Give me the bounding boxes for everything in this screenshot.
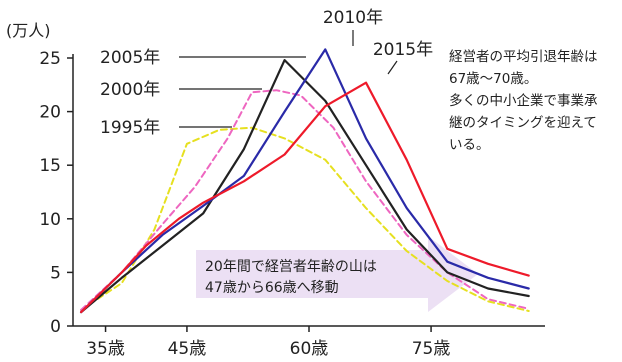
- x-tick-label: 45歳: [168, 339, 207, 359]
- series-layer: [80, 48, 530, 314]
- y-tick-label: 0: [50, 317, 61, 337]
- axes-layer: 0 5 10 15 20 25 35歳 45歳 60歳 75歳 (万人): [6, 21, 545, 359]
- annotation-arrow-text: 47歳から66歳へ移動: [205, 280, 339, 296]
- x-tick-label: 75歳: [412, 339, 451, 359]
- series-label-leader: [387, 60, 398, 75]
- annotation-note-line: 多くの中小企業で事業承: [449, 92, 598, 109]
- annotation-note-line: 経営者の平均引退年齢は: [449, 49, 598, 65]
- series-line-2010年: [80, 48, 530, 314]
- annotation-note-line: いる。: [449, 137, 490, 153]
- label-layer: 2005年 2000年 1995年 2010年 2015年 経営者の平均引退年齢は 67歳～…: [100, 8, 598, 153]
- series-label: 1995年: [100, 118, 160, 138]
- annotation-arrow-shape: [196, 236, 478, 312]
- annotation-note-line: 継のタイミングを迎えて: [449, 115, 597, 131]
- arrow-annotation-layer: 20年間で経営者年齢の山は 47歳から66歳へ移動: [196, 236, 478, 312]
- y-tick-label: 5: [50, 263, 61, 283]
- series-label: 2010年: [323, 8, 383, 28]
- annotation-arrow-text: 20年間で経営者年齢の山は: [205, 259, 377, 275]
- y-tick-label: 10: [39, 210, 61, 230]
- x-tick-label: 35歳: [86, 339, 125, 359]
- series-line-1995年: [80, 126, 530, 312]
- series-line-2015年: [80, 81, 530, 314]
- y-tick-label: 15: [39, 156, 61, 176]
- y-tick-label: 25: [39, 49, 61, 69]
- y-axis-unit: (万人): [6, 21, 51, 40]
- series-label: 2015年: [373, 40, 433, 60]
- series-label: 2000年: [100, 80, 160, 100]
- series-label: 2005年: [100, 48, 160, 68]
- y-tick-label: 20: [39, 103, 61, 123]
- x-tick-label: 60歳: [290, 339, 329, 359]
- annotation-note-line: 67歳～70歳。: [449, 71, 537, 87]
